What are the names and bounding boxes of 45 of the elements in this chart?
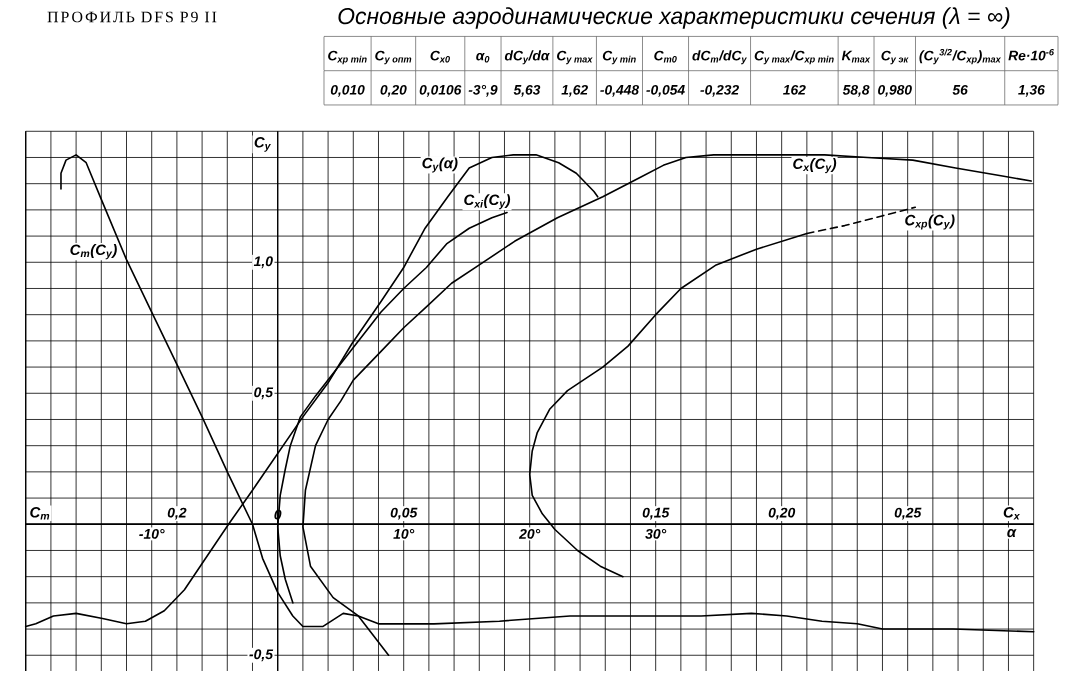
x-tick-label: -10° [139,528,165,539]
series-label: C$_{y}$(α) [422,157,458,173]
x2-tick-label: 0,25 [894,507,922,520]
chart-title: Основные аэродинамические характеристики сечения (λ = ∞) [338,7,1010,29]
x-tick-label: 0,2 [167,507,187,520]
y-axis-title: C$_{y}$ [254,136,271,152]
text: -0,448 [600,84,640,97]
text: ПРОФИЛЬ DFS P9 II [47,11,217,23]
text: -3°,9 [468,84,498,97]
text: 56 [952,84,968,95]
text: 0,980 [878,84,912,97]
text: dC$_{m}$/dC$_{y}$ [692,50,747,65]
y-tick-label: -0,5 [249,649,274,662]
x2-tick-label: 0,15 [642,507,670,520]
y-tick-label: 0,5 [254,387,274,400]
x2-axis-title: C$_{x}$ [1003,507,1020,520]
series-label: C$_{x}$(C$_{y}$) [793,158,837,174]
series-label: C$_{m}$(C$_{y}$) [70,244,117,260]
series-label: C$_{xp}$(C$_{y}$) [905,214,955,230]
text: dC$_{y}$/dα [504,50,550,65]
x-tick-label: 30° [645,528,667,539]
x2-tick-label: 0,20 [768,507,796,520]
text: 0,0106 [419,84,462,97]
text: C$_{m0}$ [654,50,677,63]
x-axis-title: C$_{m}$ [30,507,50,520]
text: 5,63 [513,84,541,97]
text: 1,62 [561,84,588,97]
text: -0,054 [646,84,685,97]
text: α$_{0}$ [476,52,490,63]
text: (C$_{y}$$^{3/2}$/C$_{xp}$)$_{max}$ [919,48,1001,65]
text: Re·10$^{-6}$ [1008,48,1055,61]
text: 0,010 [330,84,365,97]
y-tick-label: 1,0 [253,256,273,269]
text: 162 [783,84,806,95]
x2-tick-label: 0,05 [390,507,418,520]
text: K$_{max}$ [841,50,871,63]
text: 1,36 [1018,84,1045,97]
series-label: C$_{xi}$(C$_{y}$) [464,194,511,210]
x-axis-title: α [1007,528,1017,538]
x-tick-label: 10° [393,528,415,539]
text: 58,8 [842,84,870,97]
text: 0,20 [380,84,407,97]
text: -0,232 [700,84,739,97]
x-tick-label: 20° [518,528,541,539]
text: C$_{x0}$ [430,50,450,63]
